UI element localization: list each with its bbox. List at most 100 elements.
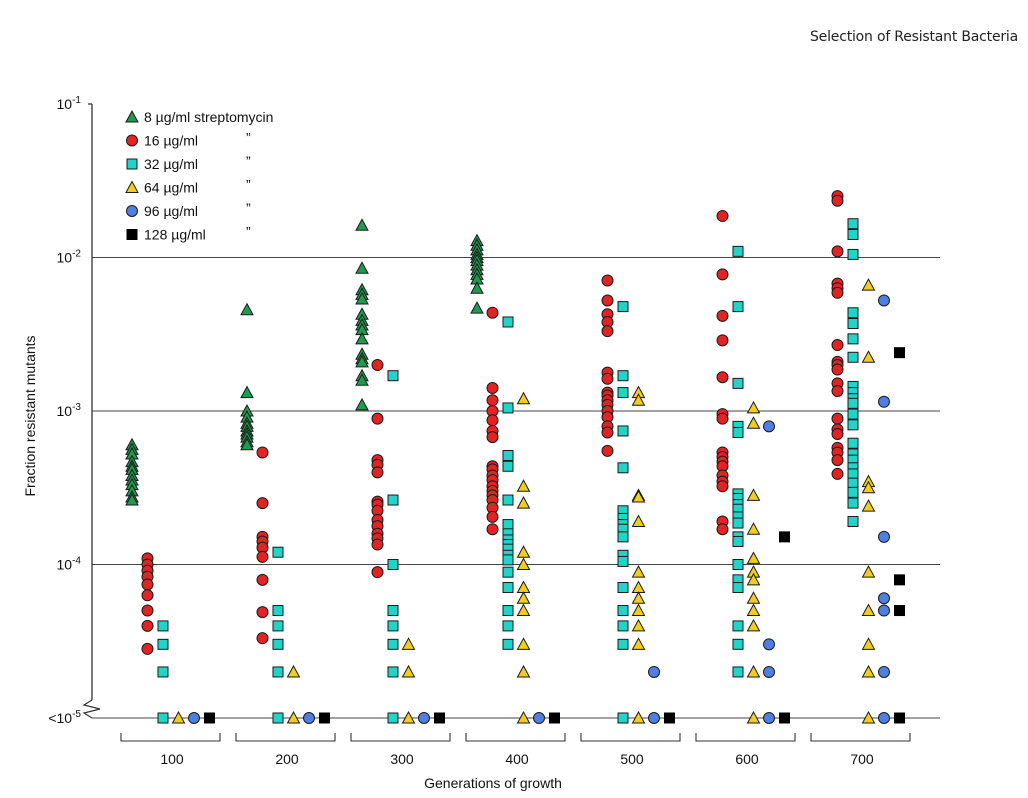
data-point xyxy=(878,294,890,307)
data-point xyxy=(732,559,744,570)
data-point xyxy=(847,318,859,330)
data-point xyxy=(746,522,761,535)
data-point xyxy=(502,554,514,566)
x-axis-title: Generations of growth xyxy=(424,775,562,791)
data-point xyxy=(648,665,660,678)
data-point xyxy=(371,566,384,579)
data-point xyxy=(502,460,514,472)
data-point xyxy=(847,486,859,498)
legend-marker-icon xyxy=(126,158,138,170)
legend: 8 µg/ml streptomycin 16 µg/ml ” 32 µg/ml ” 64… xyxy=(125,109,273,243)
data-point xyxy=(387,370,399,382)
data-point xyxy=(617,582,629,594)
data-point xyxy=(763,665,775,678)
data-point xyxy=(746,416,761,429)
data-point xyxy=(502,519,514,531)
data-point xyxy=(831,428,844,441)
data-point xyxy=(486,414,499,427)
data-point xyxy=(502,605,514,617)
data-point xyxy=(371,412,384,425)
x-category-bracket xyxy=(695,733,796,742)
data-point xyxy=(486,381,499,394)
data-point xyxy=(486,431,499,444)
data-point xyxy=(861,499,876,512)
data-point xyxy=(746,551,761,564)
data-point xyxy=(746,572,761,586)
axes xyxy=(82,103,101,719)
data-point xyxy=(355,218,369,231)
data-point xyxy=(256,550,269,563)
data-point xyxy=(617,387,629,399)
data-point xyxy=(732,377,744,389)
data-point xyxy=(763,712,775,724)
data-point xyxy=(533,712,545,724)
data-point xyxy=(878,395,890,408)
legend-ditto-mark: ” xyxy=(246,224,251,240)
data-point xyxy=(516,637,531,650)
data-point xyxy=(617,620,629,632)
data-point xyxy=(831,467,844,480)
data-point xyxy=(878,592,890,605)
data-point xyxy=(732,535,744,547)
data-point xyxy=(240,437,254,451)
data-point xyxy=(847,468,859,480)
x-category-bracket xyxy=(465,733,566,742)
data-point xyxy=(272,712,284,724)
data-point xyxy=(631,591,646,604)
y-tick-label: 10-4 xyxy=(57,556,82,573)
x-tick-label: 300 xyxy=(390,751,414,767)
data-point xyxy=(125,492,139,506)
x-category-brackets: 100 200 300 400 500 600 700 xyxy=(120,733,911,767)
legend-label: 128 µg/ml xyxy=(144,227,206,243)
data-point xyxy=(188,712,200,724)
data-point xyxy=(502,582,514,594)
data-point xyxy=(387,638,399,650)
data-point xyxy=(486,510,499,523)
data-point xyxy=(355,354,369,368)
data-point xyxy=(878,665,890,678)
data-points xyxy=(125,190,905,724)
data-point xyxy=(371,538,384,551)
data-point xyxy=(861,480,876,494)
data-point xyxy=(732,426,744,438)
data-point xyxy=(601,444,614,457)
data-point xyxy=(847,228,859,240)
data-point xyxy=(387,605,399,617)
data-point xyxy=(894,712,905,724)
data-point xyxy=(272,546,284,558)
gridlines xyxy=(92,256,940,719)
data-point xyxy=(831,338,844,351)
data-point xyxy=(631,618,646,632)
data-point xyxy=(746,618,761,632)
data-point xyxy=(240,302,254,316)
x-tick-label: 700 xyxy=(850,751,874,767)
series-6 xyxy=(204,347,905,724)
data-point xyxy=(732,638,744,650)
data-point xyxy=(746,488,761,501)
x-tick-label: 600 xyxy=(735,751,759,767)
data-point xyxy=(502,620,514,632)
data-point xyxy=(847,497,859,509)
data-point xyxy=(601,294,614,307)
data-point xyxy=(861,278,876,291)
data-point xyxy=(847,408,859,420)
data-point xyxy=(716,309,729,322)
data-point xyxy=(171,710,186,724)
data-point xyxy=(716,268,729,281)
legend-label: 8 µg/ml streptomycin xyxy=(144,109,273,125)
data-point xyxy=(617,555,629,567)
x-category-bracket xyxy=(235,733,336,742)
x-category-bracket xyxy=(810,733,911,742)
data-point xyxy=(716,334,729,347)
data-point xyxy=(716,412,729,425)
data-point xyxy=(401,710,416,724)
data-point xyxy=(516,496,531,509)
x-category-bracket xyxy=(350,733,451,742)
data-point xyxy=(746,603,761,617)
data-point xyxy=(732,301,744,313)
legend-label: 64 µg/ml xyxy=(144,180,198,196)
data-point xyxy=(732,582,744,594)
data-point xyxy=(286,710,301,724)
data-point xyxy=(355,291,369,305)
data-point xyxy=(861,565,876,578)
